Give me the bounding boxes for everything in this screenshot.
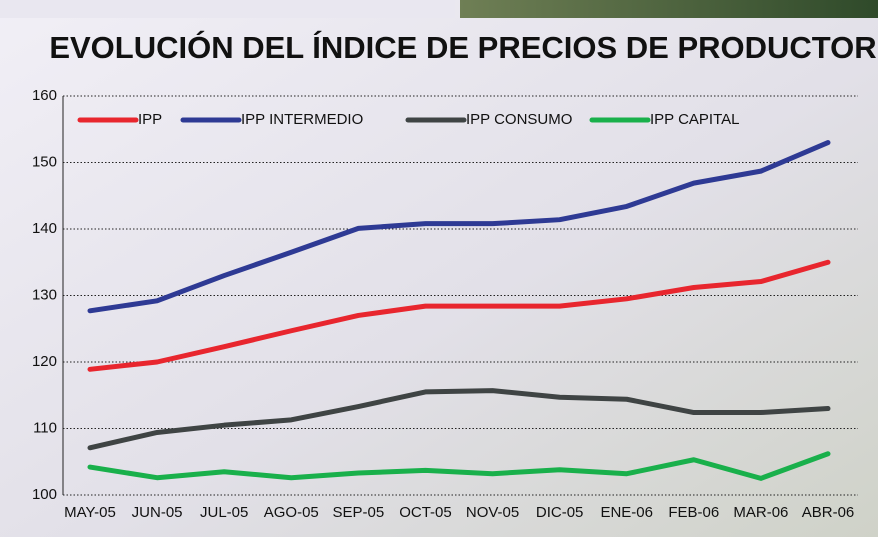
x-tick-label: MAY-05: [64, 504, 116, 521]
y-tick-label: 130: [32, 286, 57, 303]
legend-label: IPP: [138, 111, 162, 128]
x-tick-label: DIC-05: [536, 504, 584, 521]
header-band: [0, 0, 455, 18]
x-tick-label: MAR-06: [733, 504, 788, 521]
legend-label: IPP INTERMEDIO: [241, 111, 363, 128]
legend-label: IPP CAPITAL: [650, 111, 739, 128]
x-tick-label: OCT-05: [399, 504, 452, 521]
x-tick-label: SEP-05: [333, 504, 385, 521]
page: {"chart_data": {"type": "line", "title":…: [0, 0, 878, 537]
y-tick-label: 110: [33, 419, 57, 436]
x-tick-label: JUN-05: [132, 504, 183, 521]
background: [0, 0, 878, 537]
photo-strip: [460, 0, 878, 18]
y-tick-label: 140: [32, 220, 57, 237]
y-tick-label: 150: [32, 153, 57, 170]
x-tick-label: ABR-06: [802, 504, 855, 521]
x-tick-label: AGO-05: [264, 504, 319, 521]
x-tick-label: NOV-05: [466, 504, 519, 521]
y-tick-label: 160: [32, 87, 57, 104]
x-tick-label: FEB-06: [668, 504, 719, 521]
x-tick-label: JUL-05: [200, 504, 248, 521]
y-tick-label: 120: [32, 353, 57, 370]
chart: EVOLUCIÓN DEL ÍNDICE DE PRECIOS DE PRODU…: [0, 0, 878, 537]
chart-title: EVOLUCIÓN DEL ÍNDICE DE PRECIOS DE PRODU…: [49, 29, 876, 65]
x-tick-label: ENE-06: [600, 504, 653, 521]
y-tick-label: 100: [32, 486, 57, 503]
legend-label: IPP CONSUMO: [466, 111, 572, 128]
